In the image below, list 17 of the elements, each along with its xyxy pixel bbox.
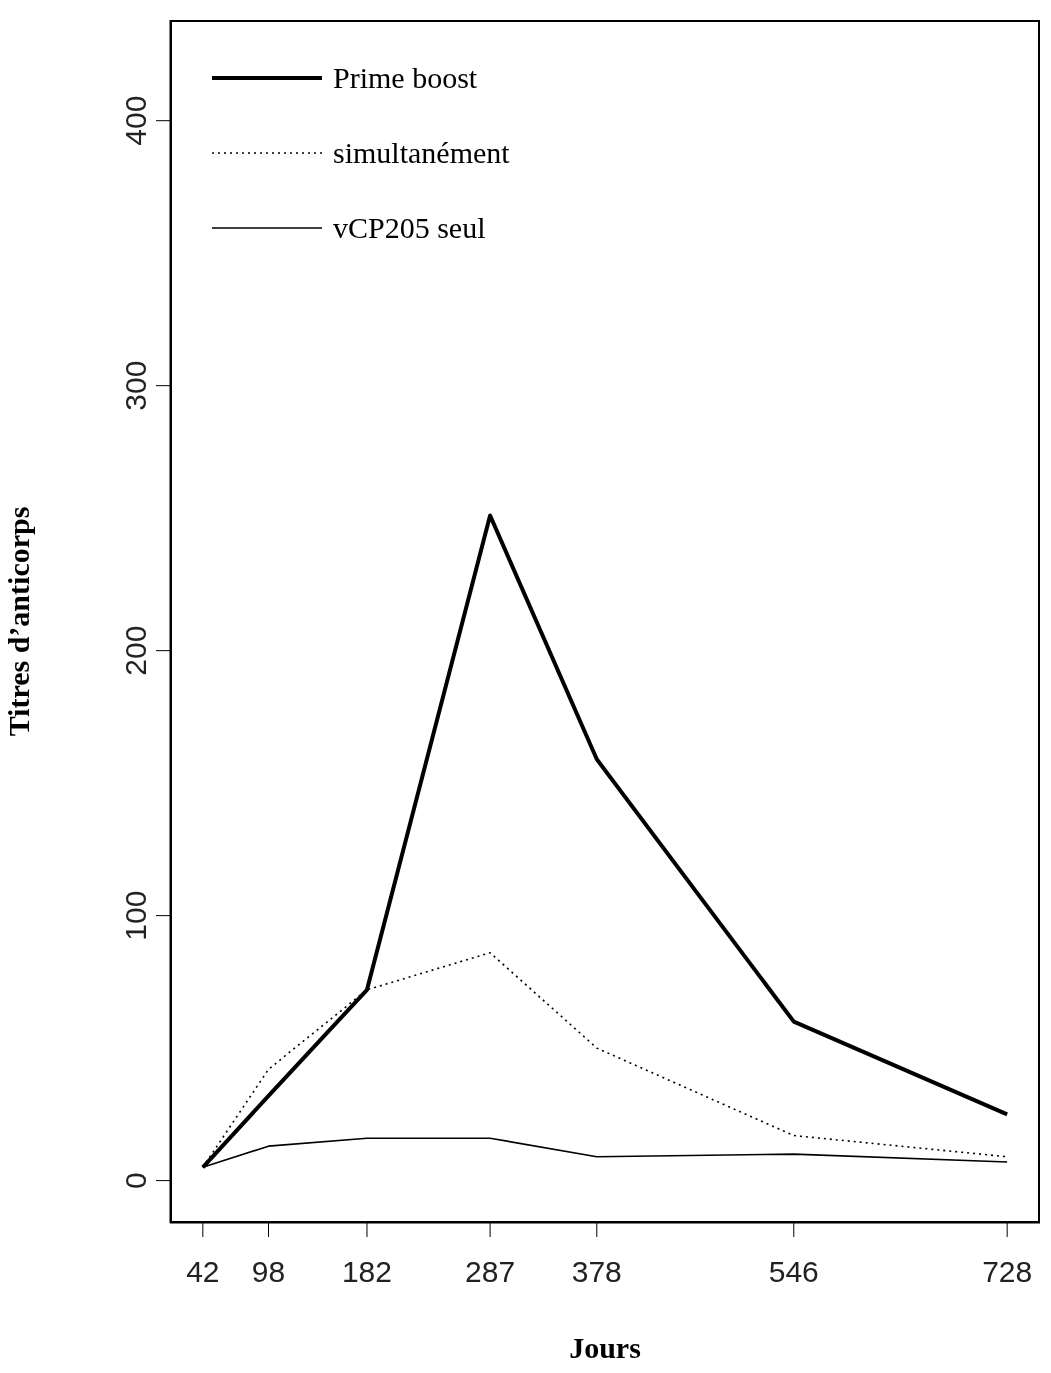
y-tick-label: 0 — [119, 1172, 152, 1189]
legend-label: Prime boost — [333, 60, 478, 95]
legend-label: simultanément — [333, 135, 510, 170]
y-tick-label: 300 — [119, 360, 152, 411]
x-tick-label: 378 — [571, 1255, 622, 1289]
y-axis-title: Titres d’anticorps — [1, 506, 35, 737]
x-tick-label: 546 — [768, 1255, 819, 1289]
y-tick-label: 200 — [119, 625, 152, 676]
x-axis-title: Jours — [569, 1331, 641, 1364]
x-tick-label: 287 — [465, 1255, 516, 1289]
x-tick-label: 182 — [341, 1255, 393, 1289]
legend-label: vCP205 seul — [333, 210, 486, 245]
x-tick-label: 728 — [982, 1255, 1033, 1289]
y-tick-label: 400 — [119, 95, 152, 146]
x-tick-label: 42 — [186, 1255, 220, 1289]
y-tick-label: 100 — [119, 890, 152, 941]
x-tick-label: 98 — [251, 1255, 286, 1289]
